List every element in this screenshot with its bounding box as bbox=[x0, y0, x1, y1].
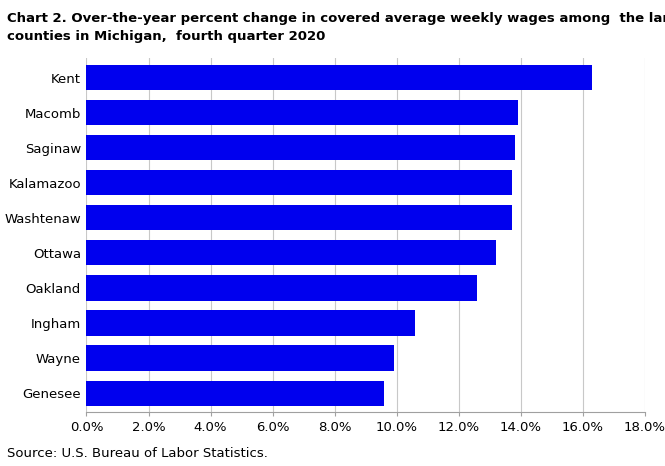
Bar bbox=[86, 170, 511, 195]
Bar bbox=[86, 275, 477, 301]
Bar bbox=[86, 205, 511, 230]
Text: counties in Michigan,  fourth quarter 2020: counties in Michigan, fourth quarter 202… bbox=[7, 30, 325, 43]
Bar bbox=[86, 65, 593, 90]
Text: Source: U.S. Bureau of Labor Statistics.: Source: U.S. Bureau of Labor Statistics. bbox=[7, 447, 267, 460]
Text: Chart 2. Over-the-year percent change in covered average weekly wages among  the: Chart 2. Over-the-year percent change in… bbox=[7, 12, 665, 25]
Bar bbox=[86, 240, 496, 266]
Bar bbox=[86, 100, 518, 125]
Bar bbox=[86, 135, 515, 160]
Bar bbox=[86, 381, 384, 406]
Bar bbox=[86, 310, 416, 336]
Bar bbox=[86, 345, 394, 370]
